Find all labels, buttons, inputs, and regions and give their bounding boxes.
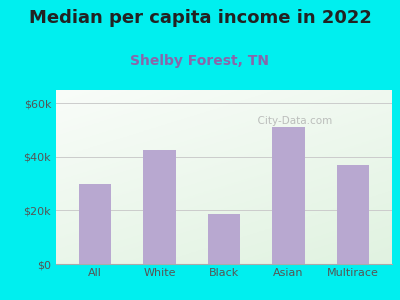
Text: Median per capita income in 2022: Median per capita income in 2022: [28, 9, 372, 27]
Bar: [272, 128, 305, 264]
Text: City-Data.com: City-Data.com: [251, 116, 332, 126]
Bar: [79, 184, 111, 264]
Text: Shelby Forest, TN: Shelby Forest, TN: [130, 54, 270, 68]
Bar: [337, 165, 369, 264]
Bar: [143, 150, 176, 264]
Bar: [208, 214, 240, 264]
